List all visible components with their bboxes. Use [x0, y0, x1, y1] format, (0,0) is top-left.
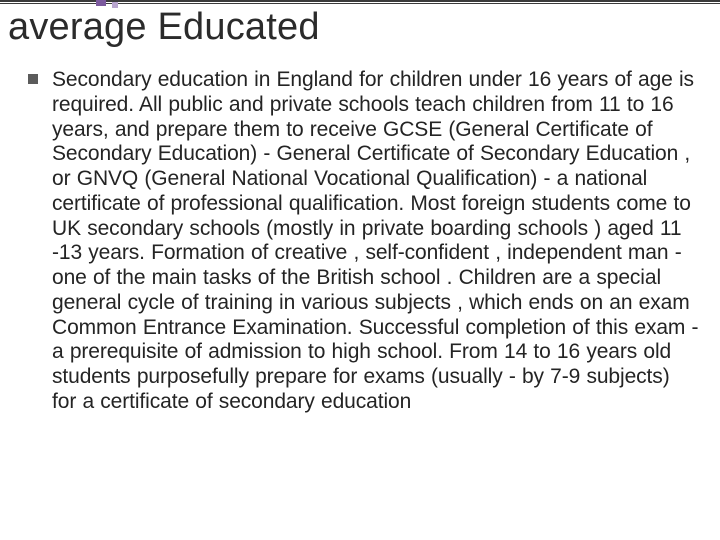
deco-line-thin: [0, 3, 720, 4]
deco-line-thick: [0, 0, 720, 2]
slide: average Educated Secondary education in …: [0, 0, 720, 540]
slide-title: average Educated: [8, 6, 320, 49]
square-bullet-icon: [28, 74, 38, 84]
bullet-item: Secondary education in England for child…: [28, 68, 700, 415]
slide-body: Secondary education in England for child…: [28, 68, 700, 415]
body-paragraph: Secondary education in England for child…: [52, 68, 700, 415]
